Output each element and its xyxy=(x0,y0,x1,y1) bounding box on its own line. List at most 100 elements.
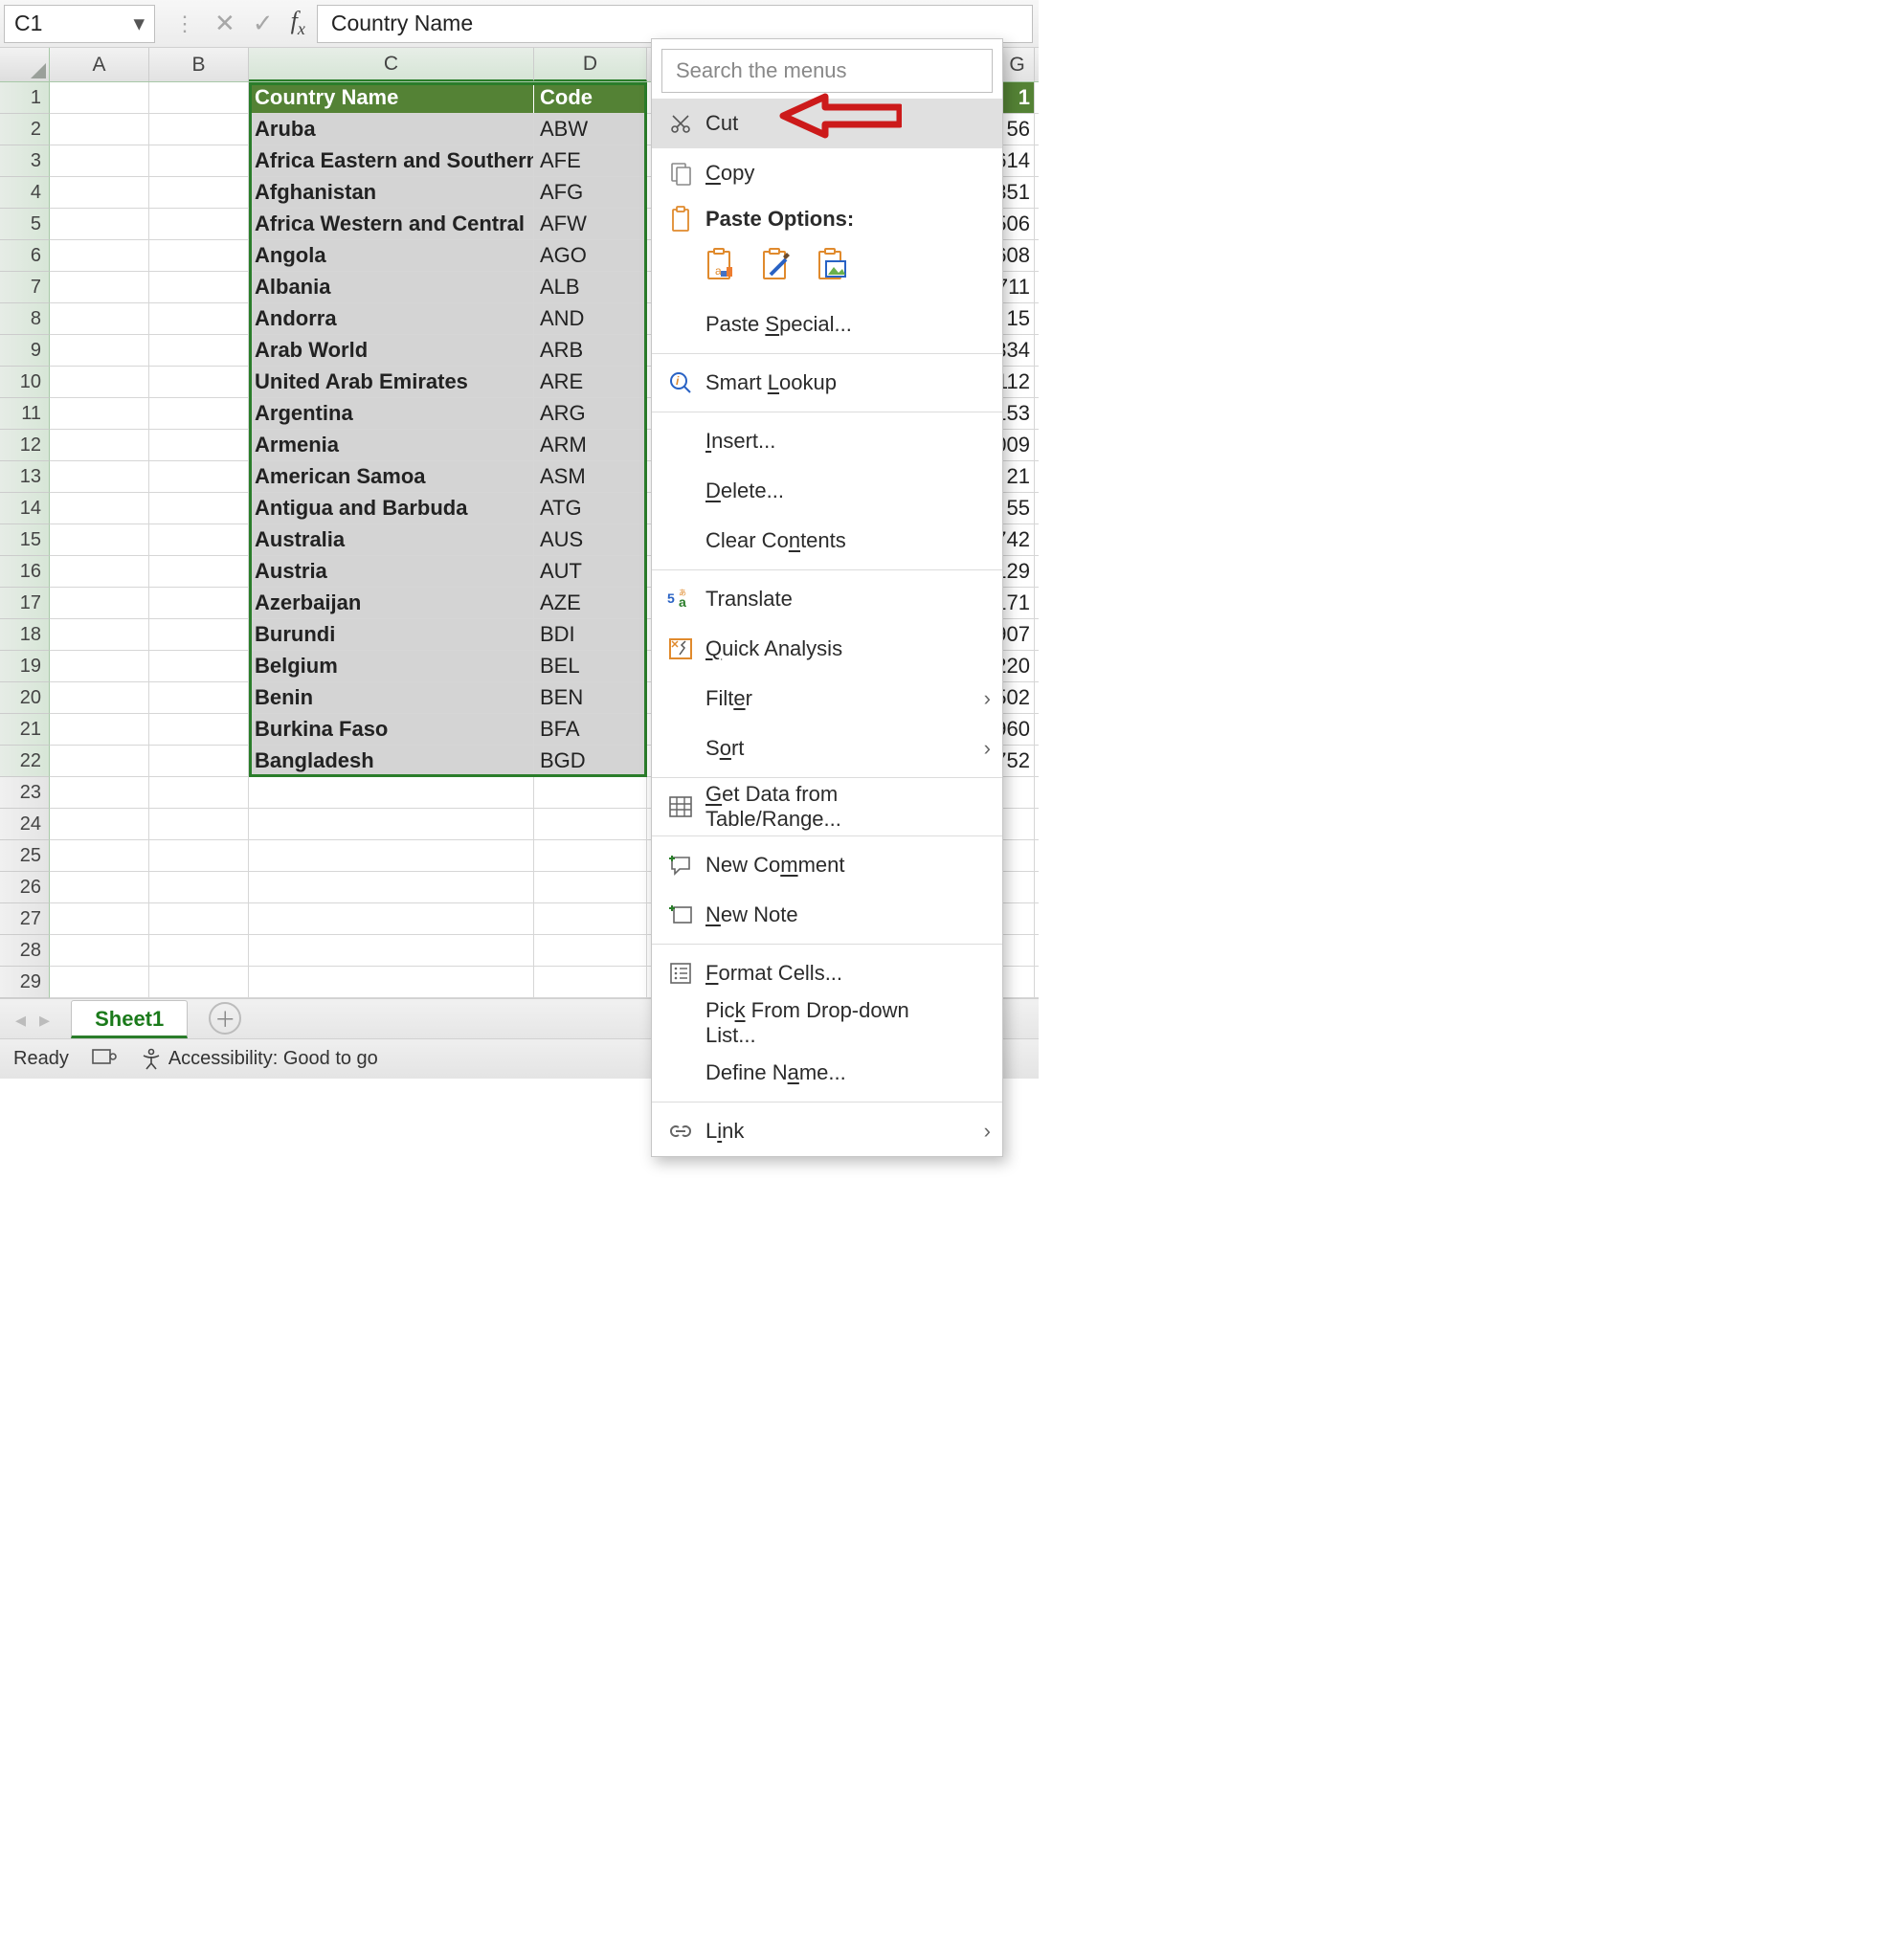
cell[interactable] xyxy=(149,303,249,334)
paste-picture-icon[interactable] xyxy=(817,248,847,288)
select-all-corner[interactable] xyxy=(0,48,50,81)
tab-nav[interactable]: ◂▸ xyxy=(10,1008,69,1038)
row-header[interactable]: 22 xyxy=(0,746,50,777)
cell[interactable]: United Arab Emirates xyxy=(249,367,534,397)
cell[interactable] xyxy=(149,714,249,745)
cell[interactable]: Burkina Faso xyxy=(249,714,534,745)
cell[interactable]: Armenia xyxy=(249,430,534,460)
cell[interactable] xyxy=(50,872,149,902)
cell[interactable] xyxy=(149,903,249,934)
cell[interactable]: AFE xyxy=(534,145,647,176)
cell[interactable]: ARG xyxy=(534,398,647,429)
cell[interactable] xyxy=(149,430,249,460)
row-header[interactable]: 14 xyxy=(0,493,50,524)
cell[interactable] xyxy=(50,145,149,176)
cell[interactable]: 752 xyxy=(1000,746,1035,776)
name-box-dropdown-icon[interactable]: ▾ xyxy=(133,11,145,36)
cell[interactable]: ARM xyxy=(534,430,647,460)
cell[interactable]: 171 xyxy=(1000,588,1035,618)
cell[interactable] xyxy=(149,209,249,239)
row-header[interactable]: 4 xyxy=(0,177,50,209)
add-sheet-button[interactable]: ＋ xyxy=(209,1002,241,1035)
cell[interactable]: ALB xyxy=(534,272,647,302)
cell[interactable] xyxy=(149,398,249,429)
cell[interactable] xyxy=(534,840,647,871)
cell[interactable]: Afghanistan xyxy=(249,177,534,208)
row-header[interactable]: 15 xyxy=(0,524,50,556)
cell[interactable] xyxy=(50,903,149,934)
formula-input[interactable]: Country Name xyxy=(317,5,1033,43)
cell[interactable] xyxy=(50,240,149,271)
cell[interactable] xyxy=(50,935,149,966)
cell[interactable] xyxy=(149,682,249,713)
cell[interactable] xyxy=(1000,777,1035,808)
cell[interactable] xyxy=(149,935,249,966)
cell[interactable]: Azerbaijan xyxy=(249,588,534,618)
menu-smart-lookup[interactable]: i Smart Lookup xyxy=(652,358,1002,408)
cell[interactable]: AND xyxy=(534,303,647,334)
cell[interactable]: Austria xyxy=(249,556,534,587)
cell[interactable]: Argentina xyxy=(249,398,534,429)
accessibility-status[interactable]: Accessibility: Good to go xyxy=(140,1048,378,1071)
cell[interactable]: AUT xyxy=(534,556,647,587)
cell[interactable] xyxy=(249,872,534,902)
menu-quick-analysis[interactable]: Quick Analysis xyxy=(652,624,1002,674)
row-header[interactable]: 24 xyxy=(0,809,50,840)
cell[interactable] xyxy=(1000,967,1035,997)
row-header[interactable]: 12 xyxy=(0,430,50,461)
cell[interactable]: 351 xyxy=(1000,177,1035,208)
menu-translate[interactable]: 5aあ Translate xyxy=(652,574,1002,624)
cell[interactable] xyxy=(249,903,534,934)
enter-icon[interactable]: ✓ xyxy=(253,9,274,38)
menu-sort[interactable]: Sort › xyxy=(652,724,1002,773)
cell[interactable]: Angola xyxy=(249,240,534,271)
cell[interactable] xyxy=(249,840,534,871)
cell[interactable] xyxy=(50,209,149,239)
cell[interactable] xyxy=(50,714,149,745)
row-header[interactable]: 13 xyxy=(0,461,50,493)
cell[interactable] xyxy=(50,682,149,713)
cell[interactable]: AZE xyxy=(534,588,647,618)
row-header[interactable]: 6 xyxy=(0,240,50,272)
cell[interactable] xyxy=(50,82,149,113)
cell[interactable] xyxy=(50,398,149,429)
cell[interactable]: ASM xyxy=(534,461,647,492)
cell[interactable]: Antigua and Barbuda xyxy=(249,493,534,523)
menu-paste-special[interactable]: Paste Special... xyxy=(652,300,1002,349)
cell[interactable]: American Samoa xyxy=(249,461,534,492)
cell[interactable] xyxy=(149,240,249,271)
cell[interactable] xyxy=(50,588,149,618)
menu-copy[interactable]: Copy xyxy=(652,148,1002,198)
name-box[interactable]: C1 ▾ xyxy=(4,5,155,43)
fx-icon[interactable]: fx xyxy=(291,7,305,39)
cell[interactable] xyxy=(50,272,149,302)
cell[interactable]: Code xyxy=(534,82,647,113)
cell[interactable] xyxy=(50,777,149,808)
cell[interactable]: 009 xyxy=(1000,430,1035,460)
row-header[interactable]: 21 xyxy=(0,714,50,746)
cell[interactable] xyxy=(149,493,249,523)
cell[interactable] xyxy=(534,777,647,808)
cell[interactable]: AFW xyxy=(534,209,647,239)
cell[interactable] xyxy=(1000,903,1035,934)
cell[interactable]: 220 xyxy=(1000,651,1035,681)
row-header[interactable]: 10 xyxy=(0,367,50,398)
tab-prev-icon[interactable]: ◂ xyxy=(15,1008,26,1033)
cell[interactable] xyxy=(534,903,647,934)
cell[interactable] xyxy=(149,177,249,208)
cell[interactable] xyxy=(50,840,149,871)
row-header[interactable]: 23 xyxy=(0,777,50,809)
cell[interactable]: BFA xyxy=(534,714,647,745)
cell[interactable]: Bangladesh xyxy=(249,746,534,776)
cell[interactable]: 15 xyxy=(1000,303,1035,334)
cell[interactable]: 21 xyxy=(1000,461,1035,492)
menu-get-data[interactable]: Get Data from Table/Range... xyxy=(652,782,1002,832)
cell[interactable] xyxy=(50,303,149,334)
cell[interactable] xyxy=(50,809,149,839)
cell[interactable]: AUS xyxy=(534,524,647,555)
cell[interactable]: 56 xyxy=(1000,114,1035,145)
cell[interactable] xyxy=(1000,840,1035,871)
cell[interactable]: 334 xyxy=(1000,335,1035,366)
cell[interactable]: ATG xyxy=(534,493,647,523)
paste-formatting-icon[interactable] xyxy=(761,248,792,288)
